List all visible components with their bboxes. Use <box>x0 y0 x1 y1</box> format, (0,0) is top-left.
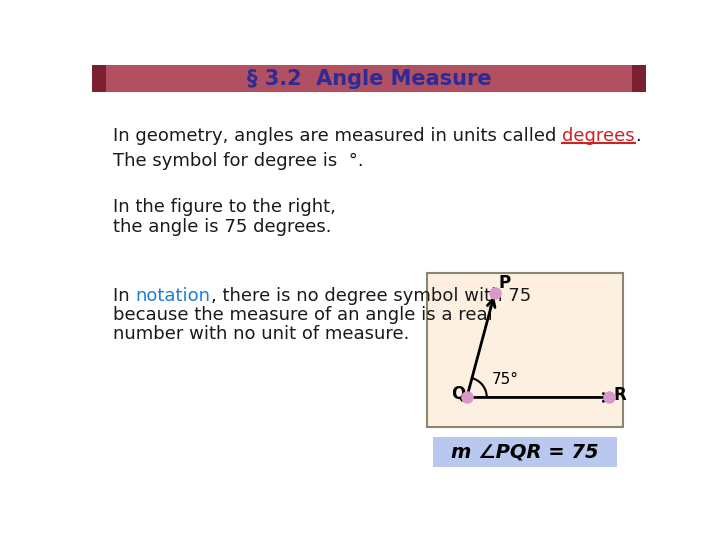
Text: the angle is 75 degrees.: the angle is 75 degrees. <box>113 218 332 235</box>
Bar <box>433 437 617 467</box>
Text: In: In <box>113 287 136 305</box>
Text: , there is no degree symbol with 75: , there is no degree symbol with 75 <box>211 287 531 305</box>
Text: In geometry, angles are measured in units called: In geometry, angles are measured in unit… <box>113 127 562 145</box>
Bar <box>92 65 647 92</box>
Text: 75°: 75° <box>492 372 518 387</box>
Text: The symbol for degree is  °.: The symbol for degree is °. <box>113 152 364 170</box>
Text: m ∠PQR = 75: m ∠PQR = 75 <box>451 443 599 462</box>
Text: In the figure to the right,: In the figure to the right, <box>113 198 336 216</box>
Text: R: R <box>614 386 626 404</box>
Text: because the measure of an angle is a real: because the measure of an angle is a rea… <box>113 306 493 324</box>
Bar <box>92 65 106 92</box>
Bar <box>632 65 647 92</box>
Text: P: P <box>498 274 510 292</box>
Text: § 3.2  Angle Measure: § 3.2 Angle Measure <box>247 69 491 89</box>
Text: number with no unit of measure.: number with no unit of measure. <box>113 325 410 343</box>
Text: Q: Q <box>451 385 466 403</box>
Text: degrees: degrees <box>562 127 635 145</box>
Text: notation: notation <box>136 287 211 305</box>
Bar <box>427 273 623 427</box>
Text: .: . <box>635 127 641 145</box>
